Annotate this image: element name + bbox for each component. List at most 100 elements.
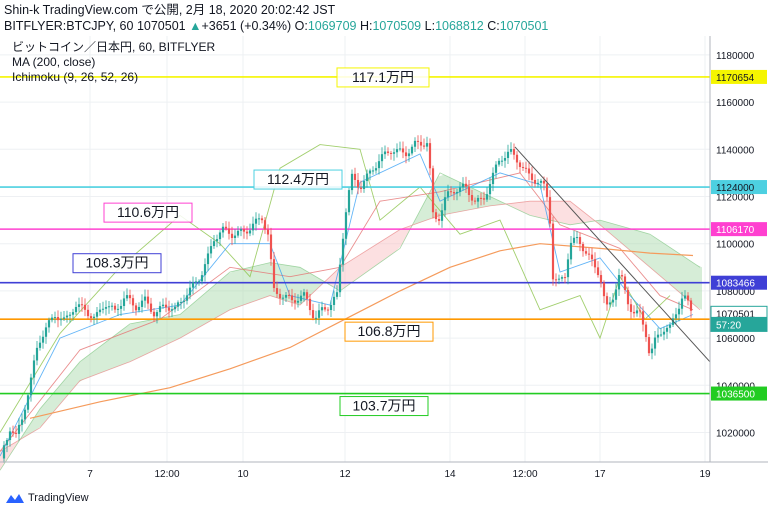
candle-body [74,306,78,313]
tradingview-logo-icon [6,494,24,503]
candle-body [47,320,51,328]
candle-body [206,253,210,265]
cloud-segment [150,319,156,353]
time-tick-label: 14 [444,469,456,480]
cloud-segment [624,226,630,251]
candle-body [89,316,93,319]
cloud-segment [438,174,444,217]
candle-body [653,337,657,349]
price-tick-label: 1100000 [716,240,755,251]
chart-legend: ビットコイン／日本円, 60, BITFLYER MA (200, close)… [12,40,215,84]
candle-body [482,198,486,200]
candle-body [320,307,324,311]
time-axis[interactable]: 7 12:00 10 12 14 12:00 17 19 [0,461,768,480]
candle-body [356,179,360,188]
open-label: O: [294,19,308,33]
cloud-segment [54,385,60,412]
candle-body [644,324,648,338]
candle-body [620,275,624,277]
candle-body [260,218,264,221]
candle-body [185,295,189,301]
candle-body [248,230,252,234]
candle-body [590,254,594,260]
candle-body [662,331,666,335]
candle-body [680,298,684,309]
legend-symbol: ビットコイン／日本円, 60, BITFLYER [12,40,215,54]
price-tick-label: 1080000 [716,287,755,298]
cloud-segment [312,274,318,294]
candle-body [284,294,288,298]
candle-body [326,309,330,311]
cloud-segment [108,336,114,371]
candle-body [323,307,327,310]
candle-body [242,228,246,232]
candle-body [491,172,495,185]
candle-body [584,251,588,254]
price-axis[interactable]: 1020000104000010600001080000110000011200… [709,36,768,462]
candle-body [215,239,219,242]
candle-body [539,180,543,183]
cloud-segment [690,260,696,307]
candle-body [374,168,378,171]
cloud-segment [582,210,588,223]
time-tick-label: 19 [699,469,711,480]
brand-name: TradingView [28,492,89,504]
candle-body [434,212,438,220]
candle-body [431,168,435,213]
candle-body [224,226,228,229]
cloud-segment [564,201,570,225]
candle-body [17,424,21,434]
cloud-segment [366,247,372,273]
conversion-line [0,153,694,457]
candle-body [689,300,693,311]
candle-body [263,220,267,230]
candle-body [557,278,561,280]
candle-body [176,302,180,307]
cloud-segment [162,316,168,347]
candle-body [629,304,633,312]
candle-body [506,151,510,159]
candle-body [329,305,333,311]
candle-body [563,277,567,279]
cloud-segment [132,322,138,361]
candle-body [170,309,174,311]
candle-body [428,143,432,169]
cloud-segment [36,406,42,431]
cloud-segment [138,321,144,358]
price-chart[interactable]: 117.1万円 112.4万円 110.6万円 108.3万円 106.8万円 103.7… [0,36,768,488]
candle-body [503,158,507,161]
candle-body [98,309,102,313]
candle-body [641,311,645,325]
ma200-line [29,243,694,419]
candle-body [455,191,459,194]
candle-body [290,295,294,301]
candle-body [344,212,348,239]
candle-body [50,317,54,321]
candle-body [377,161,381,169]
candle-body [11,431,15,433]
candle-body [656,334,660,338]
cloud-segment [216,278,222,318]
candle-body [23,409,27,420]
candle-body [410,146,414,154]
candle-body [83,304,87,310]
candle-body [476,197,480,202]
candle-body [566,259,570,278]
level-label-text: 108.3万円 [85,255,148,271]
level-label-box [339,396,429,417]
time-tick-label: 7 [87,469,93,480]
cloud-segment [534,201,540,218]
candle-body [305,292,309,299]
candle-body [452,191,456,194]
candle-body [149,303,153,312]
candle-body [599,275,603,283]
candle-body [41,336,45,343]
cloud-segment [24,424,30,438]
candle-body [380,154,384,162]
cloud-segment [672,248,678,292]
candle-body [437,219,441,221]
candle-body [338,264,342,293]
level-price-tag [711,222,767,237]
candle-body [413,140,417,147]
candle-body [56,317,60,321]
